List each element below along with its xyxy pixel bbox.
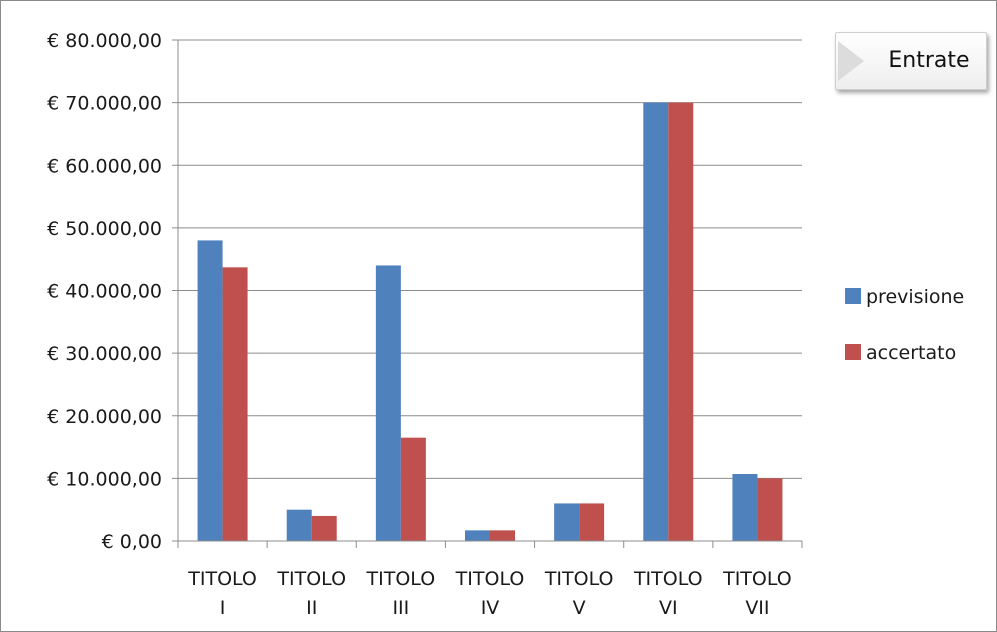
bar-previsione [197,240,223,541]
x-tick-label-sub: I [220,597,226,619]
x-tick-label: TITOLO [187,568,257,590]
y-tick-label: € 70.000,00 [47,93,162,115]
bar-accertato [757,478,783,541]
bar-accertato [400,437,426,541]
bar-previsione [465,530,490,541]
x-tick-label: TITOLO [633,568,703,590]
legend-label-accertato: accertato [866,342,956,364]
bar-previsione [643,102,669,541]
x-tick-label: TITOLO [544,568,614,590]
gridlines [172,39,802,542]
legend: previsione accertato [845,286,964,364]
x-tick-label: TITOLO [455,568,525,590]
x-tick-label: TITOLO [366,568,436,590]
y-tick-label: € 0,00 [102,531,162,553]
x-tick-label-sub: VII [745,597,769,619]
bar-previsione [732,473,758,541]
x-tick-label-sub: II [306,597,317,619]
legend-swatch-previsione [845,288,861,304]
x-tick-label-sub: III [392,597,409,619]
x-tick-label: TITOLO [722,568,792,590]
bar-accertato [668,102,694,541]
y-tick-label: € 80.000,00 [47,30,162,52]
y-tick-label: € 30.000,00 [47,343,162,365]
y-tick-label: € 20.000,00 [47,406,162,428]
bar-accertato [490,530,515,541]
y-tick-label: € 40.000,00 [47,281,162,303]
legend-swatch-accertato [845,344,861,360]
bar-accertato [311,515,337,541]
bar-previsione [375,265,401,541]
chart-title-box: Entrate [835,32,987,90]
y-axis-tick-labels: € 0,00 € 10.000,00 € 20.000,00 € 30.000,00 €… [47,30,162,553]
bar-previsione [286,509,312,541]
x-tick-label-sub: VI [659,597,678,619]
title-arrow-icon [838,41,864,81]
x-tick-label-sub: V [573,597,586,619]
chart-title: Entrate [888,48,970,73]
legend-label-previsione: previsione [866,286,964,308]
bar-previsione [554,503,580,541]
bar-accertato [579,503,605,541]
bar-accertato [222,267,248,541]
bars [197,102,783,541]
x-axis [177,40,803,548]
y-tick-label: € 60.000,00 [47,155,162,177]
x-axis-tick-labels: TITOLOITITOLOIITITOLOIIITITOLOIVTITOLOVT… [187,568,791,619]
x-tick-label: TITOLO [276,568,346,590]
y-tick-label: € 50.000,00 [47,218,162,240]
x-tick-label-sub: IV [481,597,500,619]
y-tick-label: € 10.000,00 [47,468,162,490]
